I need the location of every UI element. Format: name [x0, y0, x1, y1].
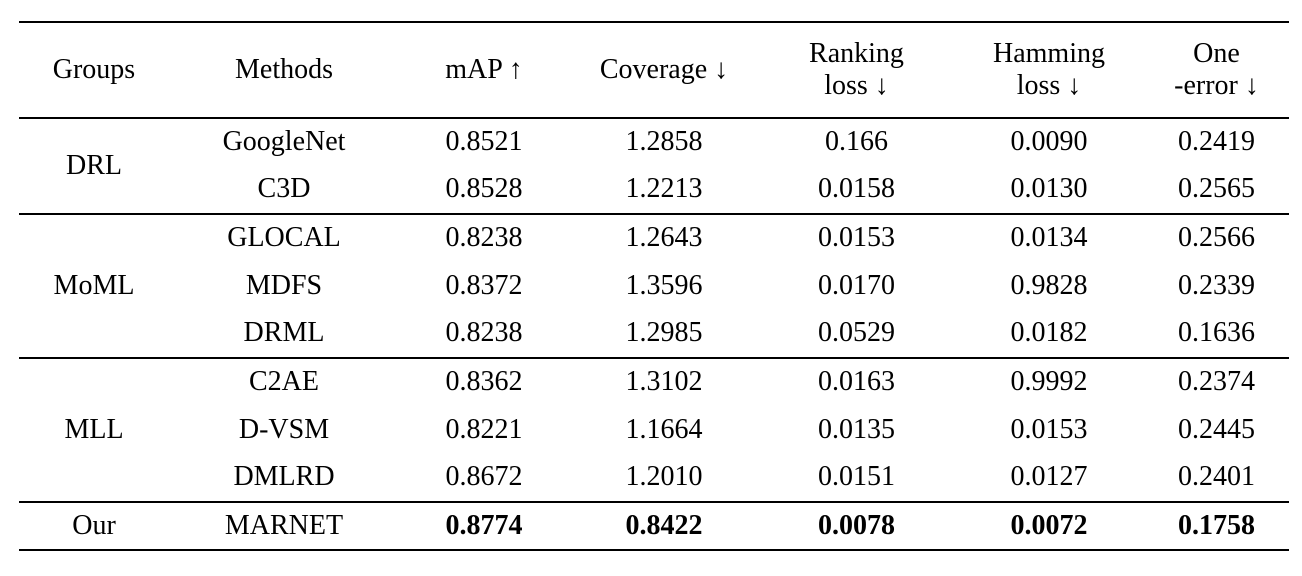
metric-cell: 0.0134 [1010, 222, 1088, 254]
column-header-ranking-loss: Ranking loss ↓ [809, 37, 904, 101]
metric-cell: 0.2445 [1178, 413, 1255, 445]
metric-cell: 0.8238 [445, 222, 523, 254]
metric-cell: 1.1664 [625, 413, 703, 445]
table-row: DRL GoogleNet 0.8521 1.2858 0.166 0.0090… [19, 118, 1289, 181]
column-header-coverage: Coverage ↓ [599, 53, 729, 85]
table-container: Groups Methods mAP ↑ Coverage ↓ Ranking … [19, 21, 1289, 551]
metric-cell: 1.2643 [625, 222, 703, 254]
metric-cell: 1.2010 [625, 461, 703, 493]
metric-cell: 1.2213 [625, 173, 703, 205]
group-cell: MLL [64, 413, 124, 445]
metric-cell: 0.0529 [818, 317, 895, 349]
metric-cell: 0.2401 [1178, 461, 1255, 493]
method-cell: DRML [243, 317, 325, 349]
table-row: Our MARNET 0.8774 0.8422 0.0078 0.0072 0… [19, 502, 1289, 550]
metric-cell: 1.3596 [625, 269, 703, 301]
metric-cell: 0.0078 [818, 509, 895, 541]
column-header-one-error: One -error ↓ [1174, 37, 1259, 101]
metric-cell: 0.0153 [818, 222, 895, 254]
metric-cell: 0.8372 [445, 269, 523, 301]
group-cell: MoML [53, 269, 135, 301]
metric-cell: 0.2419 [1178, 126, 1255, 158]
table-row: C3D 0.8528 1.2213 0.0158 0.0130 0.2565 [19, 166, 1289, 214]
method-cell: C2AE [249, 366, 319, 398]
metric-cell: 0.9828 [1010, 269, 1088, 301]
header-row: Groups Methods mAP ↑ Coverage ↓ Ranking … [19, 22, 1289, 118]
table-header: Groups Methods mAP ↑ Coverage ↓ Ranking … [19, 22, 1289, 118]
method-cell: MARNET [224, 509, 344, 541]
metric-cell: 0.0072 [1010, 509, 1088, 541]
metric-cell: 0.0127 [1010, 461, 1088, 493]
metric-cell: 0.8221 [445, 413, 523, 445]
group-cell: Our [72, 509, 116, 541]
metric-cell: 0.0163 [818, 366, 895, 398]
metric-cell: 0.166 [825, 126, 888, 158]
metric-cell: 1.3102 [625, 366, 703, 398]
column-header-hamming-loss: Hamming loss ↓ [993, 37, 1105, 101]
metric-cell: 0.8672 [445, 461, 523, 493]
metric-cell: 0.2565 [1178, 173, 1255, 205]
metric-cell: 0.8238 [445, 317, 523, 349]
metric-cell: 0.0158 [818, 173, 895, 205]
method-cell: GoogleNet [222, 126, 346, 158]
column-header-methods: Methods [235, 53, 333, 85]
table-row: D-VSM 0.8221 1.1664 0.0135 0.0153 0.2445 [19, 406, 1289, 454]
metric-cell: 0.2374 [1178, 366, 1255, 398]
metric-cell: 0.8528 [445, 173, 523, 205]
table-row: DRML 0.8238 1.2985 0.0529 0.0182 0.1636 [19, 310, 1289, 358]
metric-cell: 1.2858 [625, 126, 703, 158]
method-cell: MDFS [245, 269, 323, 301]
method-cell: GLOCAL [227, 222, 341, 254]
table-row: MDFS 0.8372 1.3596 0.0170 0.9828 0.2339 [19, 262, 1289, 310]
metric-cell: 0.2566 [1178, 222, 1255, 254]
metric-cell: 0.8774 [445, 509, 523, 541]
metric-cell: 0.0090 [1010, 126, 1088, 158]
metric-cell: 0.0153 [1010, 413, 1088, 445]
group-moml: MoML GLOCAL 0.8238 1.2643 0.0153 0.0134 … [19, 214, 1289, 358]
column-header-map: mAP ↑ [445, 53, 523, 85]
group-cell: DRL [66, 149, 122, 181]
method-cell: C3D [257, 173, 311, 205]
table-row: MLL C2AE 0.8362 1.3102 0.0163 0.9992 0.2… [19, 358, 1289, 445]
metric-cell: 0.8422 [625, 509, 703, 541]
metric-cell: 0.9992 [1010, 366, 1088, 398]
metric-cell: 0.0130 [1010, 173, 1088, 205]
results-table: Groups Methods mAP ↑ Coverage ↓ Ranking … [19, 21, 1289, 551]
metric-cell: 0.2339 [1178, 269, 1255, 301]
metric-cell: 0.0182 [1010, 317, 1088, 349]
metric-cell: 0.1636 [1178, 317, 1255, 349]
metric-cell: 1.2985 [625, 317, 703, 349]
table-row: MoML GLOCAL 0.8238 1.2643 0.0153 0.0134 … [19, 214, 1289, 301]
group-drl: DRL GoogleNet 0.8521 1.2858 0.166 0.0090… [19, 118, 1289, 214]
method-cell: D-VSM [238, 413, 330, 445]
metric-cell: 0.0170 [818, 269, 895, 301]
metric-cell: 0.1758 [1178, 509, 1255, 541]
metric-cell: 0.0135 [818, 413, 895, 445]
metric-cell: 0.0151 [818, 461, 895, 493]
metric-cell: 0.8362 [445, 366, 523, 398]
group-our: Our MARNET 0.8774 0.8422 0.0078 0.0072 0… [19, 502, 1289, 550]
column-header-groups: Groups [52, 53, 136, 85]
method-cell: DMLRD [233, 461, 335, 493]
metric-cell: 0.8521 [445, 126, 523, 158]
table-row: DMLRD 0.8672 1.2010 0.0151 0.0127 0.2401 [19, 454, 1289, 502]
group-mll: MLL C2AE 0.8362 1.3102 0.0163 0.9992 0.2… [19, 358, 1289, 502]
